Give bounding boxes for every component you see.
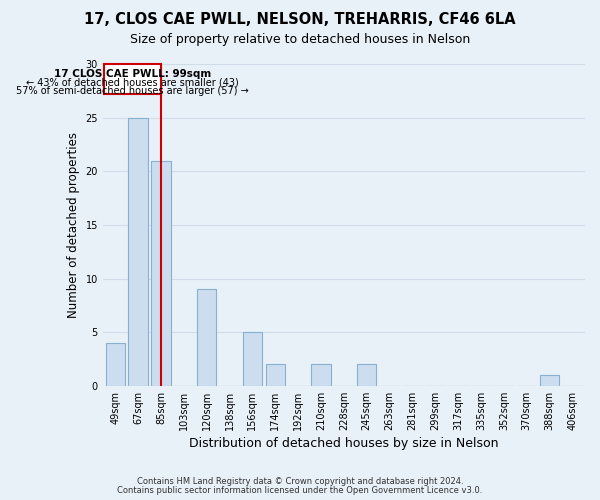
Bar (243, 332, 262, 386)
Bar (128, 118, 148, 386)
Text: ← 43% of detached houses are smaller (43): ← 43% of detached houses are smaller (43… (26, 78, 239, 88)
FancyBboxPatch shape (104, 64, 161, 94)
Bar (357, 364, 376, 386)
Text: 17, CLOS CAE PWLL, NELSON, TREHARRIS, CF46 6LA: 17, CLOS CAE PWLL, NELSON, TREHARRIS, CF… (84, 12, 516, 28)
Text: 17 CLOS CAE PWLL: 99sqm: 17 CLOS CAE PWLL: 99sqm (54, 69, 211, 79)
Bar (197, 290, 217, 386)
Text: Size of property relative to detached houses in Nelson: Size of property relative to detached ho… (130, 32, 470, 46)
Bar (266, 364, 285, 386)
Bar (540, 375, 559, 386)
Text: Contains HM Land Registry data © Crown copyright and database right 2024.: Contains HM Land Registry data © Crown c… (137, 477, 463, 486)
Bar (311, 364, 331, 386)
Bar (151, 160, 171, 386)
Bar (106, 343, 125, 386)
Text: 57% of semi-detached houses are larger (57) →: 57% of semi-detached houses are larger (… (16, 86, 249, 96)
Text: Contains public sector information licensed under the Open Government Licence v3: Contains public sector information licen… (118, 486, 482, 495)
Y-axis label: Number of detached properties: Number of detached properties (67, 132, 80, 318)
X-axis label: Distribution of detached houses by size in Nelson: Distribution of detached houses by size … (189, 437, 499, 450)
